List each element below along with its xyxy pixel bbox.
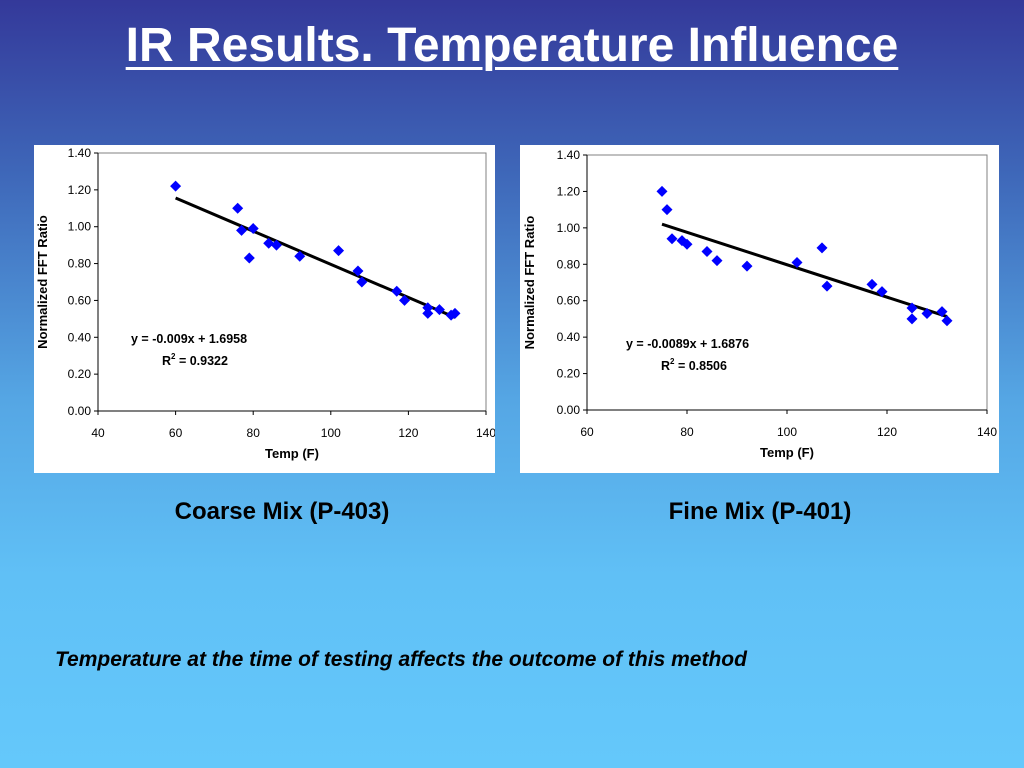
data-point (921, 307, 933, 319)
data-point (816, 242, 828, 254)
plot-area-border (97, 152, 487, 412)
data-point (391, 285, 403, 297)
fine-mix-caption: Fine Mix (P-401) (668, 498, 852, 525)
data-point (170, 180, 182, 192)
y-tick-label: 0.40 (68, 330, 92, 344)
data-point (294, 250, 306, 262)
y-tick-label: 1.40 (68, 146, 92, 160)
data-point (676, 235, 688, 247)
data-point (906, 302, 918, 314)
y-tick-label: 0.60 (68, 293, 92, 307)
x-tick-label: 60 (580, 425, 594, 439)
plot-area-border (586, 154, 988, 411)
r-squared-label: R2 = 0.9322 (162, 352, 228, 368)
data-point (270, 239, 282, 251)
x-tick-label: 80 (680, 425, 694, 439)
y-tick-label: 1.20 (68, 183, 92, 197)
y-axis-label: Normalized FFT Ratio (522, 216, 537, 350)
data-point (656, 185, 668, 197)
fine-mix-scatter-chart: 0.00 0.20 0.40 0.60 0.80 1.00 1.20 1.40 60 80 100 1… (522, 148, 997, 460)
y-tick-label: 0.40 (557, 330, 581, 344)
y-tick-label: 0.80 (68, 257, 92, 271)
y-tick-label: 0.00 (557, 403, 581, 417)
footnote-text: Temperature at the time of testing affec… (55, 648, 747, 671)
x-tick-label: 100 (777, 425, 797, 439)
data-point (711, 255, 723, 267)
y-tick-label: 0.60 (557, 294, 581, 308)
data-point (661, 204, 673, 216)
data-point (701, 246, 713, 258)
x-tick-label: 100 (321, 426, 341, 440)
data-point (333, 245, 345, 257)
y-tick-label: 1.40 (557, 148, 581, 162)
fine-mix-chart-panel: 0.00 0.20 0.40 0.60 0.80 1.00 1.20 1.40 60 80 100 1… (520, 145, 999, 473)
data-point (821, 280, 833, 292)
data-point (263, 237, 275, 249)
data-point (247, 223, 259, 235)
trendline-equation: y = -0.009x + 1.6958 (131, 332, 247, 346)
data-point (236, 224, 248, 236)
trendline-equation: y = -0.0089x + 1.6876 (626, 337, 749, 351)
x-tick-label: 140 (476, 426, 495, 440)
y-tick-label: 1.00 (68, 220, 92, 234)
data-point (936, 306, 948, 318)
r-squared-label: R2 = 0.8506 (661, 357, 727, 373)
y-tick-label: 0.80 (557, 257, 581, 271)
x-tick-label: 60 (169, 426, 183, 440)
data-point (681, 238, 693, 250)
y-tick-label: 0.20 (557, 367, 581, 381)
data-point (352, 265, 364, 277)
data-point (232, 202, 244, 214)
data-point (243, 252, 255, 264)
coarse-mix-caption: Coarse Mix (P-403) (174, 498, 390, 525)
x-tick-label: 80 (247, 426, 261, 440)
data-point (449, 307, 461, 319)
data-point (422, 302, 434, 314)
data-point (906, 313, 918, 325)
data-point (791, 256, 803, 268)
y-axis-label: Normalized FFT Ratio (35, 215, 50, 349)
data-point (356, 276, 368, 288)
x-tick-label: 120 (877, 425, 897, 439)
data-point (433, 304, 445, 316)
y-tick-label: 1.00 (557, 221, 581, 235)
y-tick-label: 1.20 (557, 184, 581, 198)
x-tick-label: 140 (977, 425, 997, 439)
slide-title: IR Results. Temperature Influence (125, 19, 899, 72)
x-axis-label: Temp (F) (265, 446, 319, 461)
data-point (876, 286, 888, 298)
y-tick-label: 0.00 (68, 404, 92, 418)
data-point (422, 307, 434, 319)
x-tick-label: 40 (91, 426, 105, 440)
data-point (941, 315, 953, 327)
x-tick-label: 120 (398, 426, 418, 440)
coarse-mix-scatter-chart: 0.00 0.20 0.40 0.60 0.80 1.00 1.20 1.40 40 60 80 10… (35, 146, 495, 461)
trendline (661, 222, 948, 319)
data-point (866, 278, 878, 290)
data-point (741, 260, 753, 272)
y-tick-label: 0.20 (68, 367, 92, 381)
x-axis-label: Temp (F) (760, 445, 814, 460)
trendline (175, 196, 456, 319)
data-point (399, 294, 411, 306)
coarse-mix-chart-panel: 0.00 0.20 0.40 0.60 0.80 1.00 1.20 1.40 40 60 80 10… (34, 145, 495, 473)
data-point (666, 233, 678, 245)
